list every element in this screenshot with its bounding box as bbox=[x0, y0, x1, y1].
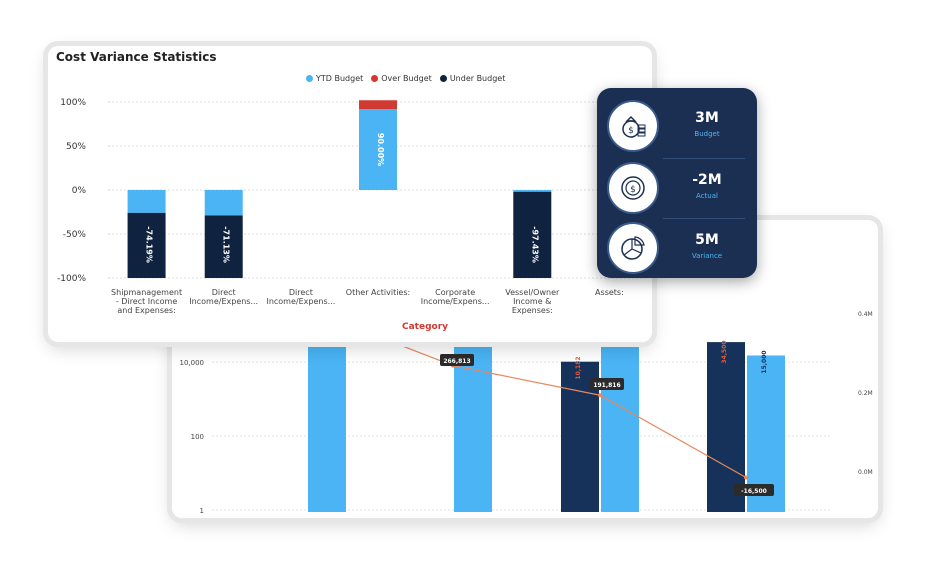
y-tick-label: 50% bbox=[66, 142, 86, 152]
bar-data-label: 10,182 bbox=[575, 356, 582, 379]
bar bbox=[204, 215, 243, 278]
bar-budget bbox=[308, 325, 346, 512]
x-tick-label: Income & bbox=[513, 297, 551, 306]
line-data-label-bg bbox=[734, 484, 774, 496]
kpi-value: -2M bbox=[692, 172, 722, 188]
y-tick-label: -50% bbox=[63, 230, 87, 240]
y-tick-label: 100% bbox=[60, 98, 86, 108]
svg-text:$: $ bbox=[630, 185, 636, 195]
y-tick-label-left: 1 bbox=[200, 507, 204, 515]
legend-item-over-budget[interactable]: Over Budget bbox=[371, 74, 432, 83]
cost-variance-chart: 100%50%0%-50%-100%-74.19%Shipmanagement-… bbox=[57, 98, 648, 332]
bar bbox=[359, 109, 397, 190]
x-tick-label: Income/Expens... bbox=[189, 297, 258, 306]
y-tick-label-right: 0.2M bbox=[858, 390, 873, 397]
data-label: -97.43% bbox=[530, 226, 539, 263]
variance-trend-chart: 10,000 100 1 0.4M 0.2M 0.0M 10,182 34,500 15,000… bbox=[180, 311, 873, 515]
x-tick-label: Income/Expens... bbox=[421, 297, 490, 306]
x-tick-label: Expenses: bbox=[512, 306, 553, 315]
bar bbox=[513, 190, 552, 192]
x-tick-label: - Direct Income bbox=[116, 297, 177, 306]
bar-data-label: 15,000 bbox=[761, 350, 768, 373]
chart-title: Cost Variance Statistics bbox=[56, 50, 217, 64]
line-data-label-bg bbox=[590, 378, 624, 390]
x-tick-label: Other Activities: bbox=[346, 288, 410, 297]
data-label: -74.19% bbox=[145, 226, 154, 263]
data-label: 90.00% bbox=[376, 133, 385, 166]
data-label: -71.13% bbox=[222, 226, 231, 263]
kpi-actual[interactable]: $ -2M Actual bbox=[597, 158, 757, 216]
coin-icon: $ bbox=[607, 162, 659, 214]
x-tick-label: Income/Expens... bbox=[266, 297, 335, 306]
x-tick-label: Direct bbox=[289, 288, 313, 297]
legend-dot bbox=[371, 75, 379, 82]
legend-dot bbox=[306, 75, 313, 82]
x-tick-label: Vessel/Owner bbox=[505, 288, 560, 297]
kpi-variance[interactable]: 5M Variance bbox=[597, 218, 757, 276]
line-data-label: -16,500 bbox=[741, 488, 767, 495]
variance-point bbox=[598, 393, 602, 398]
bar bbox=[359, 100, 397, 110]
divider bbox=[663, 158, 745, 159]
line-data-label: 191,816 bbox=[593, 382, 620, 389]
legend-dot bbox=[439, 75, 447, 82]
svg-text:$: $ bbox=[628, 126, 634, 136]
kpi-label: Actual bbox=[696, 192, 718, 200]
y-tick-label: 0% bbox=[72, 186, 87, 196]
x-tick-label: Shipmanagement bbox=[111, 288, 182, 297]
bar bbox=[127, 190, 166, 213]
legend-label: Over Budget bbox=[381, 74, 432, 83]
legend-label: Under Budget bbox=[449, 74, 506, 83]
y-tick-label-left: 100 bbox=[191, 433, 204, 441]
pie-chart-icon bbox=[607, 222, 659, 274]
y-tick-label: -100% bbox=[57, 274, 86, 284]
legend-label: YTD Budget bbox=[316, 74, 364, 83]
y-tick-label-right: 0.0M bbox=[858, 469, 873, 476]
kpi-value: 3M bbox=[695, 110, 719, 126]
y-tick-label-left: 10,000 bbox=[180, 359, 205, 367]
kpi-label: Variance bbox=[691, 252, 723, 260]
x-tick-label: and Expenses: bbox=[117, 306, 175, 315]
line-data-label-bg bbox=[440, 354, 474, 366]
bar bbox=[127, 212, 166, 278]
x-tick-label: Assets: bbox=[595, 288, 624, 297]
bar-data-label: 34,500 bbox=[721, 340, 728, 363]
x-tick-label: Corporate bbox=[435, 288, 475, 297]
bar-budget bbox=[454, 325, 492, 512]
bar-budget bbox=[601, 325, 639, 512]
kpi-panel: $ 3M Budget $ -2M Actual bbox=[597, 88, 757, 278]
kpi-budget[interactable]: $ 3M Budget bbox=[597, 96, 757, 154]
x-tick-label: Direct bbox=[212, 288, 236, 297]
chart-legend: YTD Budget Over Budget Under Budget bbox=[306, 74, 505, 83]
bar bbox=[513, 191, 552, 278]
line-data-label: 266,813 bbox=[443, 358, 470, 365]
legend-item-ytd-budget[interactable]: YTD Budget bbox=[306, 74, 363, 83]
bar-actual bbox=[707, 342, 745, 512]
legend-item-under-budget[interactable]: Under Budget bbox=[439, 74, 506, 83]
bar bbox=[204, 190, 243, 216]
kpi-label: Budget bbox=[694, 130, 720, 138]
money-bag-icon: $ bbox=[607, 100, 659, 152]
divider bbox=[663, 218, 745, 219]
variance-point bbox=[744, 475, 748, 480]
y-tick-label-right: 0.4M bbox=[858, 311, 873, 318]
kpi-value: 5M bbox=[695, 232, 719, 248]
cost-variance-card: Cost Variance Statistics YTD Budget Over… bbox=[48, 46, 652, 342]
x-axis-title: Category bbox=[402, 322, 448, 332]
